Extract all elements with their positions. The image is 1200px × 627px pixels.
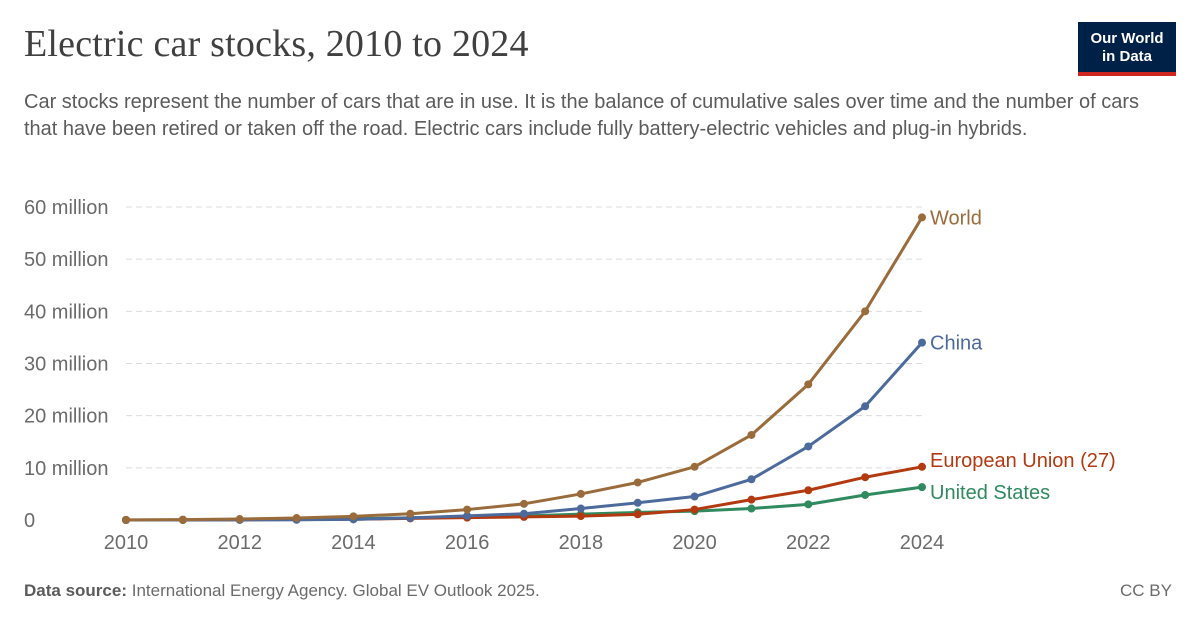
data-point-china[interactable] — [804, 442, 813, 451]
data-point-european-union-27[interactable] — [576, 512, 585, 521]
data-point-world[interactable] — [520, 499, 528, 508]
y-tick-label: 0 — [24, 510, 35, 532]
axis-layer: 0 10 million 20 million 30 million 40 millio… — [24, 197, 944, 554]
data-point-european-union-27[interactable] — [861, 473, 870, 482]
data-point-world[interactable] — [178, 515, 187, 524]
y-tick-label: 40 million — [24, 301, 108, 323]
data-point-european-union-27[interactable] — [747, 495, 756, 504]
grid-layer — [126, 206, 922, 469]
chart-title: Electric car stocks, 2010 to 2024 — [24, 23, 529, 65]
series-line-china[interactable] — [125, 341, 924, 522]
label-layer: United States European Union (27) China Wor… — [930, 207, 1116, 504]
data-source-text[interactable]: International Energy Agency. Global EV O… — [131, 581, 540, 600]
owid-logo[interactable]: Our World in Data — [1078, 22, 1176, 76]
series-label-china[interactable]: China — [930, 333, 983, 355]
x-tick-label: 2010 — [104, 532, 149, 554]
line-chart: 0 10 million 20 million 30 million 40 millio… — [24, 197, 1116, 554]
data-point-united-states[interactable] — [804, 500, 813, 509]
y-tick-label: 20 million — [24, 406, 108, 428]
data-point-china[interactable] — [633, 498, 642, 507]
data-point-european-union-27[interactable] — [918, 462, 926, 471]
data-source-label: Data source: — [24, 581, 127, 600]
data-point-world[interactable] — [747, 430, 756, 439]
data-point-world[interactable] — [463, 505, 472, 514]
x-tick-label: 2018 — [559, 532, 604, 554]
data-point-china[interactable] — [690, 492, 699, 501]
data-point-world[interactable] — [918, 213, 926, 222]
logo-line-2: in Data — [1101, 48, 1152, 65]
data-point-world[interactable] — [406, 509, 415, 518]
x-tick-label: 2014 — [331, 532, 376, 554]
data-point-european-union-27[interactable] — [804, 486, 813, 495]
data-point-european-union-27[interactable] — [690, 505, 699, 514]
logo-line-1: Our World — [1090, 30, 1164, 47]
data-point-china[interactable] — [747, 475, 756, 484]
data-point-world[interactable] — [690, 462, 699, 471]
x-tick-label: 2022 — [786, 532, 831, 554]
series-label-united-states[interactable]: United States — [930, 482, 1050, 504]
license-link[interactable]: CC BY — [1120, 581, 1172, 600]
data-point-world[interactable] — [576, 489, 585, 498]
series-label-european-union-27[interactable]: European Union (27) — [930, 450, 1116, 472]
data-source: Data source: International Energy Agency… — [24, 581, 540, 601]
data-point-world[interactable] — [633, 478, 642, 487]
data-point-world[interactable] — [235, 515, 244, 524]
data-point-united-states[interactable] — [918, 483, 926, 492]
x-tick-label: 2016 — [445, 532, 490, 554]
series-label-world[interactable]: World — [930, 207, 982, 229]
data-point-china[interactable] — [861, 402, 870, 411]
data-point-china[interactable] — [918, 338, 926, 347]
y-tick-label: 50 million — [24, 249, 108, 271]
data-point-world[interactable] — [861, 307, 870, 316]
data-point-european-union-27[interactable] — [633, 510, 642, 519]
chart-subtitle: Car stocks represent the number of cars … — [24, 91, 1139, 140]
data-point-united-states[interactable] — [747, 504, 756, 513]
y-tick-label: 30 million — [24, 354, 108, 376]
x-tick-label: 2024 — [900, 532, 945, 554]
x-tick-label: 2020 — [672, 532, 717, 554]
series-layer — [122, 213, 926, 524]
data-point-world[interactable] — [804, 380, 813, 389]
y-tick-label: 10 million — [24, 458, 108, 480]
data-point-china[interactable] — [520, 509, 528, 518]
data-point-united-states[interactable] — [861, 490, 870, 499]
data-point-world[interactable] — [292, 514, 301, 523]
x-tick-label: 2012 — [217, 532, 262, 554]
data-point-world[interactable] — [349, 512, 358, 521]
data-point-china[interactable] — [576, 504, 585, 513]
data-point-world[interactable] — [122, 515, 130, 524]
data-point-china[interactable] — [463, 511, 472, 520]
y-tick-label: 60 million — [24, 197, 108, 219]
series-line-world[interactable] — [125, 216, 924, 522]
